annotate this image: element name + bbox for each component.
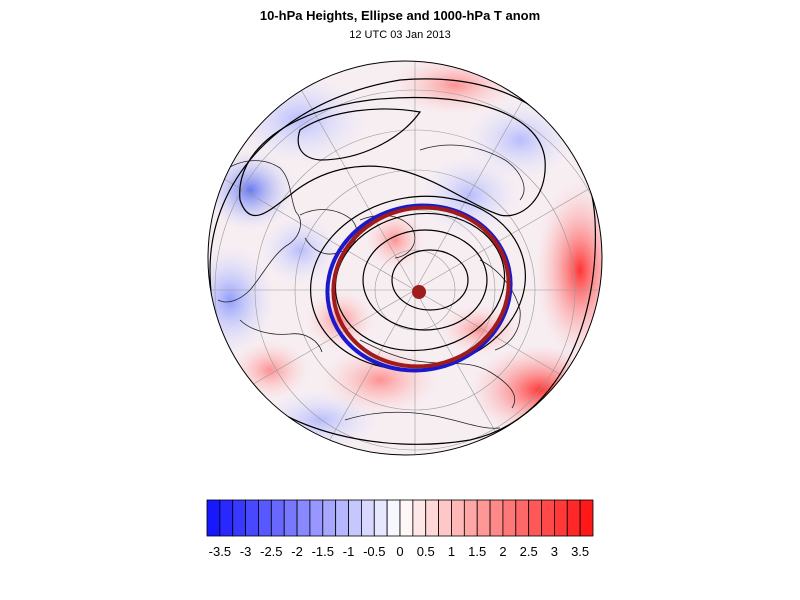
colorbar-box xyxy=(219,499,234,537)
colorbar-box xyxy=(322,499,337,537)
colorbar-box xyxy=(515,499,530,537)
colorbar-tick-label: 3 xyxy=(551,544,558,559)
colorbar-box xyxy=(579,499,594,537)
colorbar-tick-label: 3.5 xyxy=(571,544,589,559)
colorbar-box xyxy=(463,499,478,537)
colorbar-box xyxy=(232,499,246,537)
colorbar-box xyxy=(270,499,285,537)
colorbar-box xyxy=(283,499,298,537)
colorbar-tick-label: 0.5 xyxy=(417,544,435,559)
colorbar-box xyxy=(386,499,401,537)
colorbar-box xyxy=(489,499,504,537)
colorbar-box xyxy=(399,499,414,537)
colorbar-box xyxy=(566,499,581,537)
colorbar-box xyxy=(438,499,452,537)
colorbar-box xyxy=(360,499,375,537)
colorbar-box xyxy=(476,499,491,537)
map-border xyxy=(207,60,603,456)
colorbar-box xyxy=(296,499,311,537)
colorbar-box xyxy=(425,499,440,537)
colorbar-box xyxy=(528,499,542,537)
colorbar-tick-label: -2 xyxy=(291,544,303,559)
ellipse-center-marker xyxy=(412,285,426,299)
colorbar-tick-label: 2 xyxy=(499,544,506,559)
vortex-ellipse xyxy=(325,203,513,373)
colorbar-box xyxy=(335,499,349,537)
colorbar-tick-label: 1 xyxy=(448,544,455,559)
colorbar-tick-label: -2.5 xyxy=(260,544,282,559)
colorbar-box xyxy=(373,499,388,537)
colorbar-labels: -3.5 -3 -2.5 -2 -1.5 -1 -0.5 0 0.5 1 1.5 2 2.5 3 3.5 xyxy=(209,544,590,559)
colorbar-box xyxy=(541,499,555,537)
polar-map xyxy=(207,60,603,456)
colorbar-box xyxy=(451,499,465,537)
colorbar-tick-label: -3.5 xyxy=(209,544,231,559)
colorbar-tick-label: -0.5 xyxy=(363,544,385,559)
colorbar-tick-label: 0 xyxy=(396,544,403,559)
colorbar-box xyxy=(502,499,517,537)
ellipse-inner-ring xyxy=(331,205,511,369)
colorbar-boxes xyxy=(206,499,594,537)
colorbar-box xyxy=(554,499,568,537)
colorbar-box xyxy=(309,499,324,537)
colorbar-box xyxy=(348,499,362,537)
colorbar-tick-label: 1.5 xyxy=(468,544,486,559)
map-title: 10-hPa Heights, Ellipse and 1000-hPa T a… xyxy=(259,8,541,23)
colorbar-tick-label: -1.5 xyxy=(312,544,334,559)
colorbar-box xyxy=(258,499,272,537)
colorbar-box xyxy=(245,499,259,537)
map-subtitle: 12 UTC 03 Jan 2013 xyxy=(349,29,451,41)
colorbar-tick-label: -3 xyxy=(240,544,252,559)
colorbar-box xyxy=(206,499,221,537)
temperature-anomaly-field xyxy=(208,61,602,455)
colorbar-box xyxy=(412,499,427,537)
colorbar-tick-label: 2.5 xyxy=(520,544,538,559)
colorbar-tick-label: -1 xyxy=(343,544,355,559)
